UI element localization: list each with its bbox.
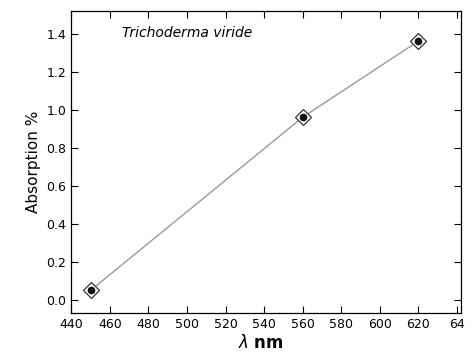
Y-axis label: Absorption %: Absorption % <box>26 111 41 213</box>
Text: $\it{\lambda}$ $\bf{nm}$: $\it{\lambda}$ $\bf{nm}$ <box>238 334 284 352</box>
Text: Trichoderma viride: Trichoderma viride <box>122 26 252 40</box>
